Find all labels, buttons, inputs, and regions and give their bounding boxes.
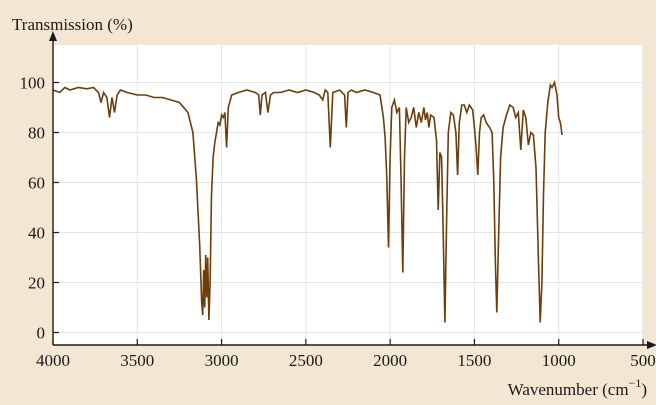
y-tick-label: 20: [28, 274, 45, 293]
spectrum-line: [52, 80, 563, 323]
x-tick-label: 2000: [373, 351, 407, 370]
x-axis-title: Wavenumber (cm−1): [508, 376, 647, 399]
x-tick-label: 1500: [457, 351, 491, 370]
y-axis-arrow: [49, 31, 57, 41]
x-tick-label: 1000: [542, 351, 576, 370]
y-axis-ticks: 0 20 40 60 80 100: [20, 74, 59, 343]
y-tick-label: 40: [28, 224, 45, 243]
x-axis-ticks: 4000 3500 3000 2500 2000 1500 1000 500: [36, 339, 656, 370]
y-tick-label: 100: [20, 74, 46, 93]
x-axis-arrow: [647, 341, 656, 349]
y-tick-label: 80: [28, 124, 45, 143]
y-tick-label: 0: [37, 324, 46, 343]
x-tick-label: 4000: [36, 351, 70, 370]
x-tick-label: 2500: [289, 351, 323, 370]
x-tick-label: 3000: [205, 351, 239, 370]
axes: [49, 31, 656, 349]
y-axis-title: Transmission (%): [12, 15, 133, 34]
y-tick-label: 60: [28, 174, 45, 193]
x-tick-label: 3500: [120, 351, 154, 370]
x-tick-label: 500: [630, 351, 656, 370]
plot-area: [53, 45, 643, 345]
